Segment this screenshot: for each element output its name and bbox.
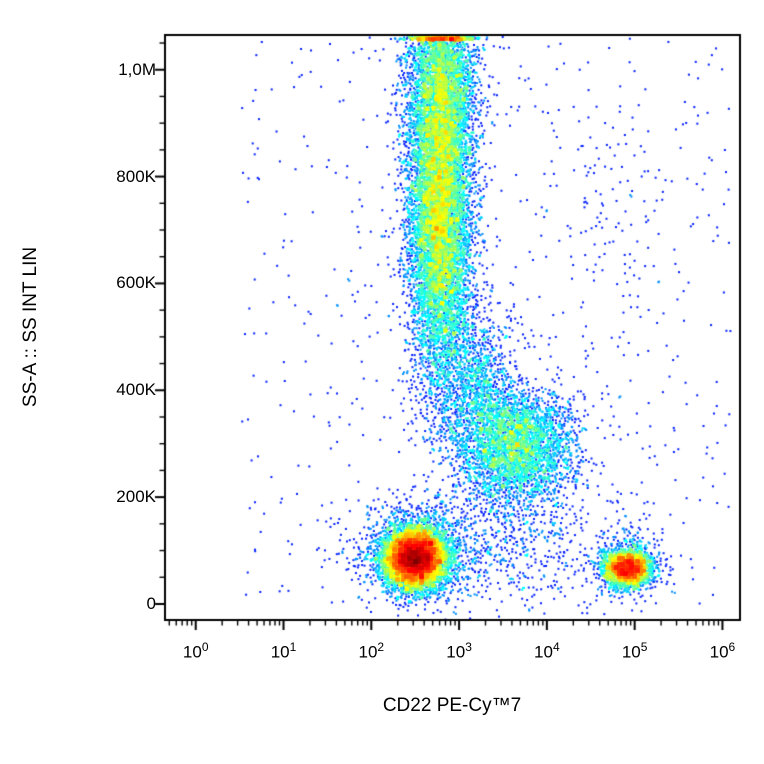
x-tick-label: 100 bbox=[182, 640, 209, 662]
x-axis-title: CD22 PE-Cy™7 bbox=[382, 695, 522, 716]
y-tick-label: 600K bbox=[116, 273, 156, 293]
x-tick-label: 106 bbox=[709, 640, 736, 662]
y-tick-label: 0 bbox=[146, 593, 156, 613]
x-tick-label: 104 bbox=[534, 640, 560, 662]
x-tick-label: 103 bbox=[446, 640, 472, 662]
x-tick-label: 101 bbox=[270, 640, 297, 662]
y-axis-title: SS-A :: SS INT LIN bbox=[20, 246, 41, 408]
y-tick-label: 200K bbox=[116, 487, 156, 507]
y-tick-label: 1,0M bbox=[118, 59, 156, 79]
x-tick-label: 105 bbox=[621, 640, 648, 662]
x-tick-label: 102 bbox=[358, 640, 385, 662]
y-tick-label: 400K bbox=[116, 380, 156, 400]
y-tick-label: 800K bbox=[116, 166, 156, 186]
